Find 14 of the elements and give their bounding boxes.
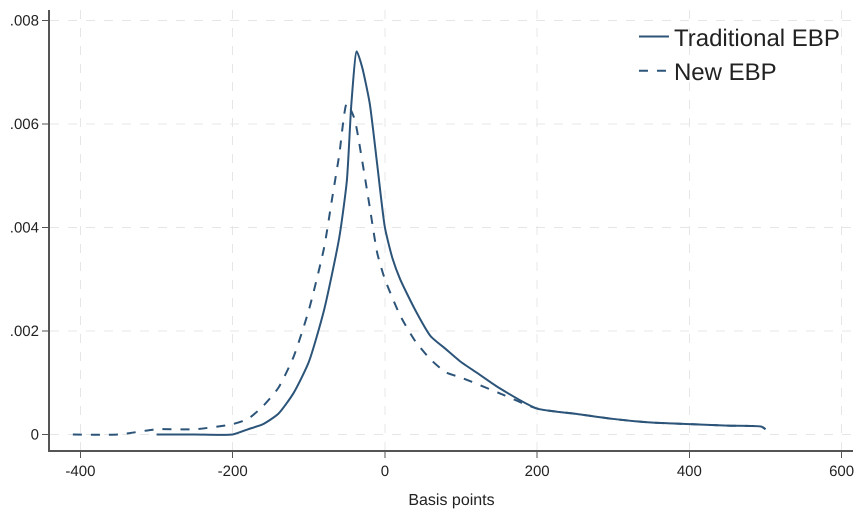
legend-label: New EBP [674, 59, 777, 86]
x-tick-label: 200 [524, 463, 550, 480]
x-tick-label: -400 [65, 463, 96, 480]
x-tick-label: -200 [218, 463, 248, 480]
y-tick-label: .006 [10, 116, 39, 134]
y-tick-label: 0 [30, 426, 39, 444]
y-tick-label: .002 [10, 323, 39, 340]
x-axis-title: Basis points [408, 492, 495, 510]
x-tick-label: 600 [829, 463, 854, 480]
x-tick-label: 0 [380, 463, 390, 480]
y-tick-label: .004 [10, 220, 39, 237]
y-tick-label: .008 [10, 12, 39, 30]
legend-label: Traditional EBP [674, 24, 840, 52]
x-tick-label: 400 [676, 463, 702, 480]
